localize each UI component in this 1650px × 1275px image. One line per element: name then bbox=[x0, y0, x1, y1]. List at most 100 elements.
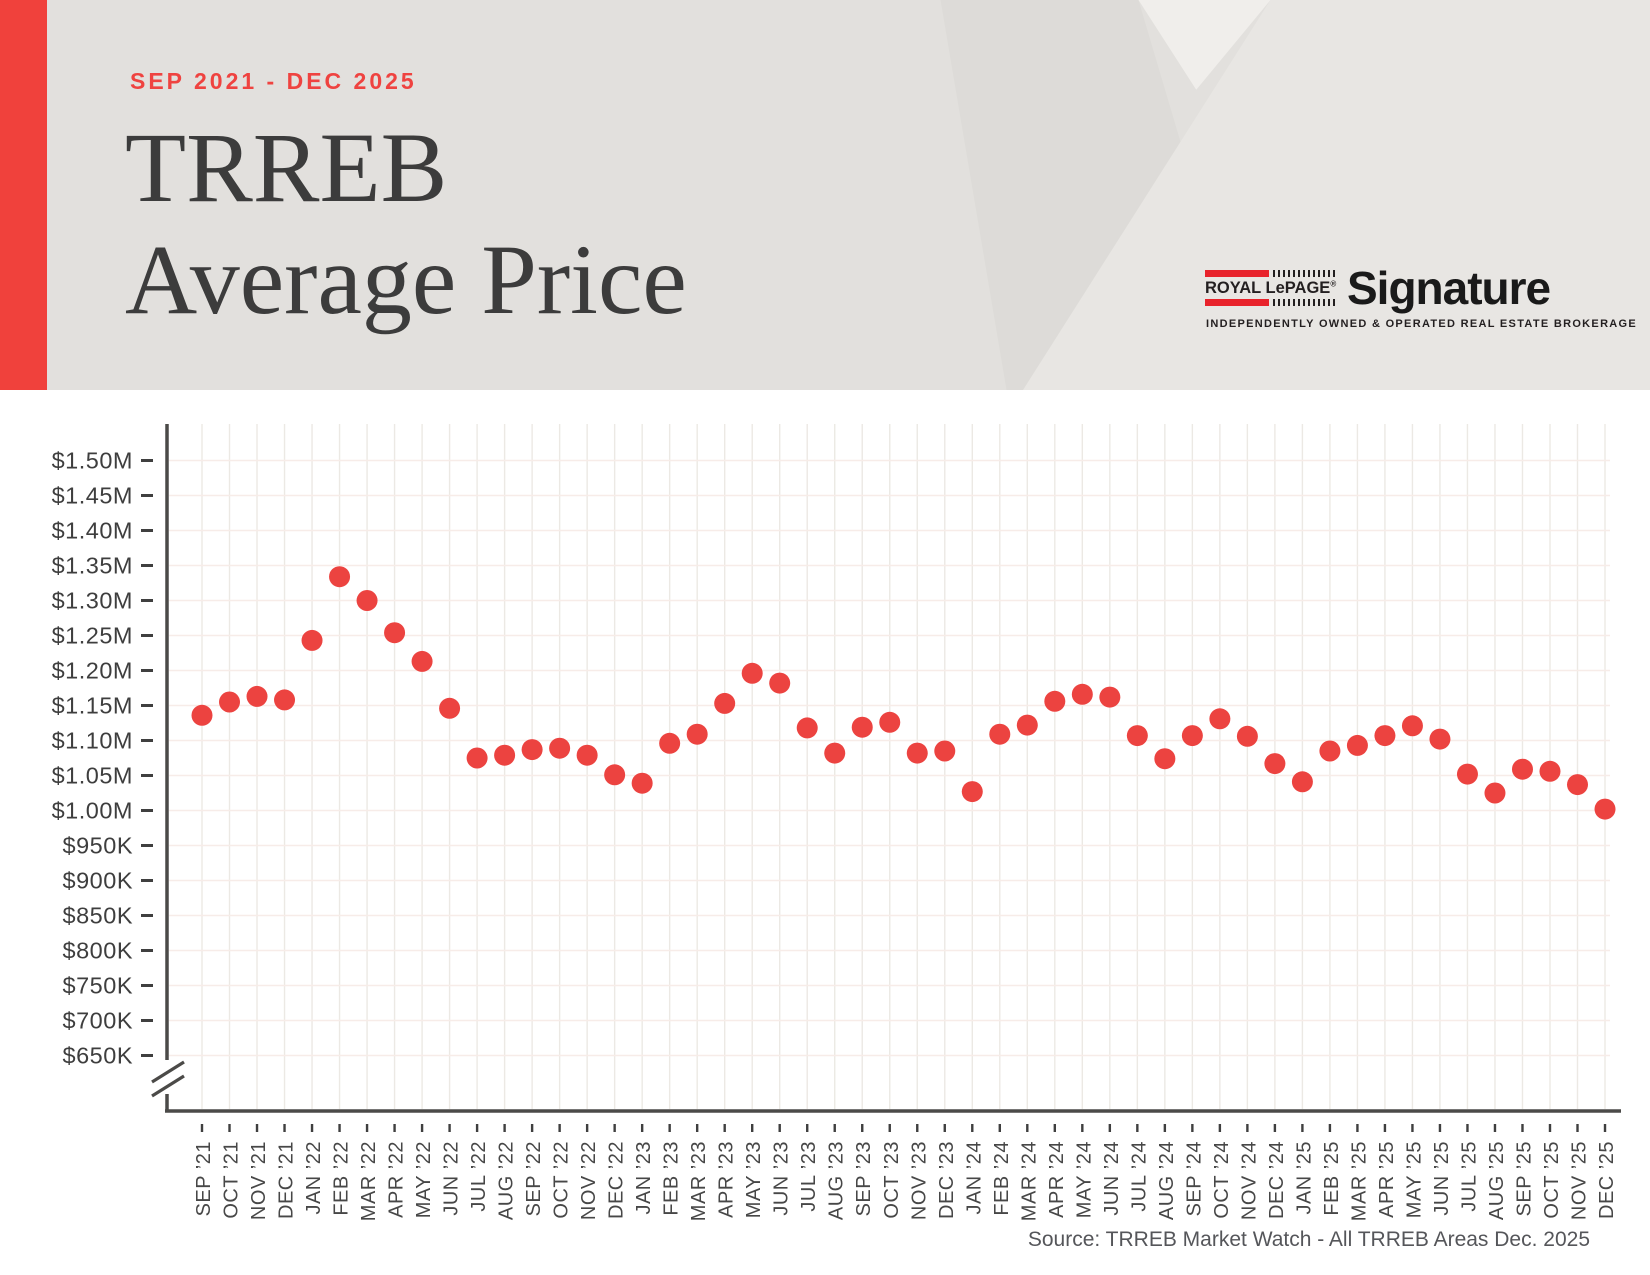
data-point bbox=[934, 740, 956, 762]
y-axis-label: $1.40M bbox=[52, 518, 133, 544]
x-axis-label: DEC ’24 bbox=[1266, 1141, 1288, 1219]
y-axis-label: $1.00M bbox=[52, 798, 133, 824]
data-point bbox=[714, 692, 736, 714]
x-axis-label: SEP ’24 bbox=[1183, 1141, 1205, 1216]
x-axis-label: JAN ’24 bbox=[963, 1141, 985, 1215]
data-point bbox=[906, 742, 928, 764]
data-point bbox=[384, 622, 406, 644]
x-axis-label: JUN ’22 bbox=[441, 1141, 463, 1216]
data-point bbox=[989, 723, 1011, 745]
x-axis-label: OCT ’21 bbox=[221, 1141, 243, 1219]
logo-hatch-pattern-icon bbox=[1273, 269, 1336, 277]
x-axis-label: SEP ’23 bbox=[853, 1141, 875, 1216]
y-axis-label: $1.05M bbox=[52, 763, 133, 789]
x-axis-label: MAR ’25 bbox=[1348, 1141, 1370, 1221]
data-point bbox=[1291, 771, 1313, 793]
logo-tagline: INDEPENDENTLY OWNED & OPERATED REAL ESTA… bbox=[1206, 318, 1638, 330]
data-point bbox=[1429, 728, 1451, 750]
x-axis-label: SEP ’21 bbox=[193, 1141, 215, 1216]
x-axis-label: NOV ’21 bbox=[248, 1141, 270, 1220]
data-point bbox=[1401, 715, 1423, 737]
data-point bbox=[1346, 734, 1368, 756]
royal-lepage-signature-logo: ROYAL LePAGE® Signature bbox=[1205, 262, 1551, 314]
x-axis-label: APR ’23 bbox=[716, 1141, 738, 1218]
x-axis-label: JUN ’23 bbox=[771, 1141, 793, 1216]
x-axis-label: AUG ’25 bbox=[1486, 1141, 1508, 1220]
x-axis-label: OCT ’25 bbox=[1541, 1141, 1563, 1219]
y-axis-label: $1.10M bbox=[52, 728, 133, 754]
x-axis-label: NOV ’24 bbox=[1238, 1141, 1260, 1220]
x-axis-label: OCT ’22 bbox=[551, 1141, 573, 1219]
data-point bbox=[631, 772, 653, 794]
x-axis-label: JUL ’25 bbox=[1458, 1141, 1480, 1212]
price-scatter-chart: $1.50M $1.45M $1.40M $1.35M $1.30M $1.25M $1.2… bbox=[0, 390, 1650, 1275]
data-point bbox=[769, 672, 791, 694]
data-point bbox=[1456, 763, 1478, 785]
logo-hatch-pattern-icon bbox=[1273, 299, 1336, 307]
data-point bbox=[741, 662, 763, 684]
y-axis-label: $1.25M bbox=[52, 623, 133, 649]
y-axis-label: $900K bbox=[63, 868, 133, 894]
page-title: TRREB Average Price bbox=[125, 112, 687, 336]
x-axis-label: AUG ’23 bbox=[826, 1141, 848, 1220]
data-point bbox=[1374, 725, 1396, 747]
x-axis-label: FEB ’22 bbox=[331, 1141, 353, 1216]
x-axis-label: JUN ’24 bbox=[1101, 1141, 1123, 1216]
y-axis-label: $700K bbox=[63, 1008, 133, 1034]
x-axis-label: FEB ’25 bbox=[1321, 1141, 1343, 1216]
axis-break-icon bbox=[151, 1060, 185, 1084]
logo-trademark-symbol: ® bbox=[1330, 279, 1337, 289]
logo-name: Signature bbox=[1347, 262, 1551, 314]
data-point bbox=[879, 711, 901, 733]
source-note: Source: TRREB Market Watch - All TRREB A… bbox=[1027, 1228, 1590, 1251]
data-point bbox=[246, 685, 268, 707]
data-point bbox=[494, 744, 516, 766]
x-axis-label: NOV ’23 bbox=[908, 1141, 930, 1220]
data-point bbox=[1594, 798, 1616, 820]
x-axis-label: JAN ’22 bbox=[303, 1141, 325, 1215]
logo-brand-name: ROYAL LePAGE bbox=[1205, 278, 1331, 297]
royal-lepage-logo-mark: ROYAL LePAGE® bbox=[1205, 269, 1337, 307]
x-axis-label: DEC ’21 bbox=[276, 1141, 298, 1219]
data-point bbox=[274, 689, 296, 711]
x-axis-label: MAR ’23 bbox=[688, 1141, 710, 1221]
x-axis-label: FEB ’23 bbox=[661, 1141, 683, 1216]
data-point bbox=[576, 744, 598, 766]
x-axis-label: OCT ’23 bbox=[881, 1141, 903, 1219]
data-point bbox=[191, 704, 213, 726]
x-axis-label: APR ’24 bbox=[1046, 1141, 1068, 1218]
y-axis-label: $1.35M bbox=[52, 553, 133, 579]
x-axis-label: DEC ’23 bbox=[936, 1141, 958, 1219]
x-axis-label: MAY ’25 bbox=[1403, 1141, 1425, 1218]
x-axis-label: MAR ’22 bbox=[358, 1141, 380, 1221]
data-point bbox=[1126, 725, 1148, 747]
data-point bbox=[301, 629, 323, 651]
data-point bbox=[439, 697, 461, 719]
x-axis-label: JAN ’23 bbox=[633, 1141, 655, 1215]
data-point bbox=[466, 747, 488, 769]
logo-red-rectangle-icon bbox=[1205, 299, 1269, 307]
x-axis-label: SEP ’25 bbox=[1513, 1141, 1535, 1216]
header: SEP 2021 - DEC 2025 TRREB Average Price … bbox=[0, 0, 1650, 390]
data-point bbox=[1511, 758, 1533, 780]
data-point bbox=[824, 742, 846, 764]
data-point bbox=[411, 650, 433, 672]
x-axis-label: NOV ’22 bbox=[578, 1141, 600, 1220]
data-point bbox=[1539, 760, 1561, 782]
price-chart-svg: $1.50M $1.45M $1.40M $1.35M $1.30M $1.25M $1.2… bbox=[52, 424, 1621, 1221]
data-point bbox=[1044, 690, 1066, 712]
data-point bbox=[521, 739, 543, 761]
y-axis-label: $750K bbox=[63, 973, 133, 999]
header-decor bbox=[0, 0, 1650, 390]
data-point bbox=[1099, 686, 1121, 708]
data-point bbox=[1567, 774, 1588, 796]
y-axis-label: $650K bbox=[63, 1043, 133, 1069]
axis-break-icon bbox=[151, 1074, 185, 1098]
x-axis-label: MAY ’24 bbox=[1073, 1141, 1095, 1218]
data-point bbox=[219, 691, 241, 713]
data-point bbox=[329, 566, 351, 588]
x-axis-label: APR ’22 bbox=[386, 1141, 408, 1218]
y-axis-label: $1.50M bbox=[52, 448, 133, 474]
x-axis-label: MAR ’24 bbox=[1018, 1141, 1040, 1221]
x-axis-label: JAN ’25 bbox=[1293, 1141, 1315, 1215]
